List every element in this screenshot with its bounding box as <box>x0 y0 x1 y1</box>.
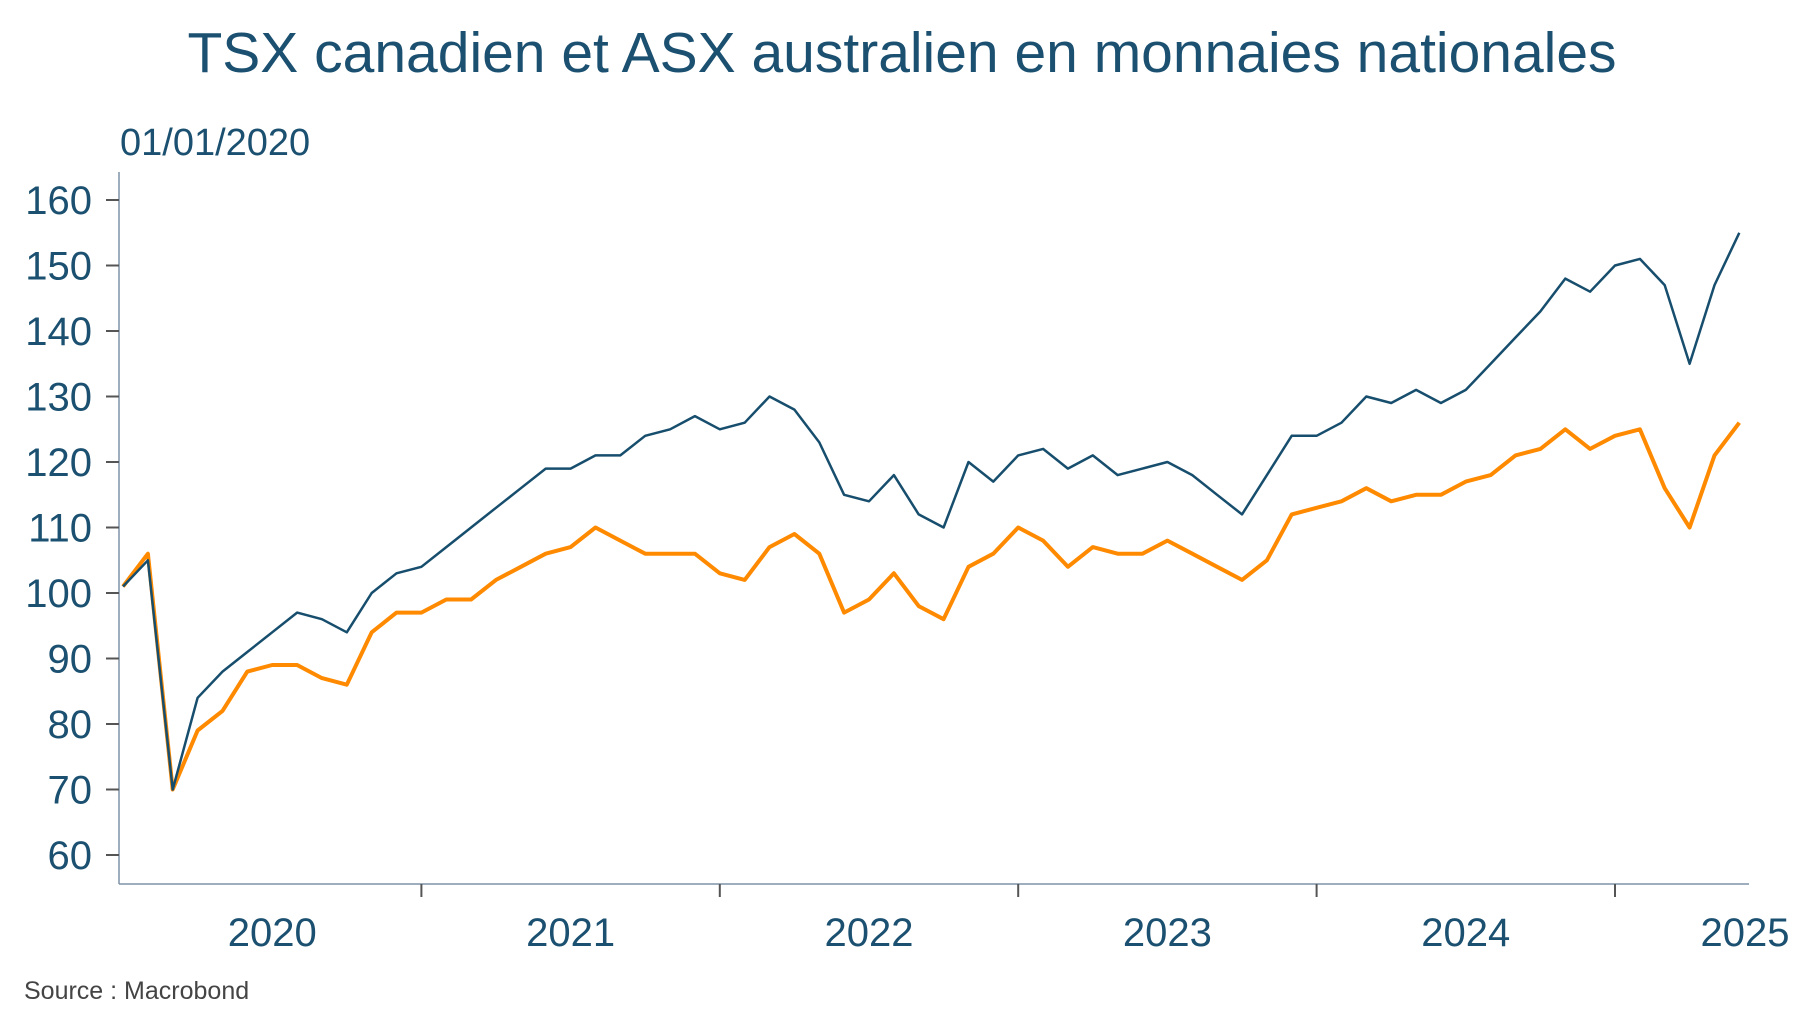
series-lines <box>121 232 1741 792</box>
x-tick-label: 2022 <box>825 911 914 955</box>
chart-subtitle: 01/01/2020 <box>120 122 310 164</box>
series-line-asx <box>121 421 1741 792</box>
x-axis: 2020 2021 2022 2023 2024 2025 <box>119 883 1790 955</box>
y-axis: 60 70 80 90 100 110 120 130 140 150 160 <box>25 172 120 884</box>
chart-title: TSX canadien et ASX australien en monnai… <box>187 21 1616 85</box>
y-tick-label: 110 <box>28 507 92 551</box>
x-tick-label: 2025 <box>1701 911 1790 955</box>
x-tick-label: 2021 <box>526 911 615 955</box>
y-tick-label: 130 <box>25 376 92 420</box>
y-tick-label: 60 <box>48 834 93 878</box>
y-tick-label: 150 <box>25 245 92 289</box>
y-tick-label: 80 <box>48 703 93 747</box>
y-tick-label: 120 <box>25 441 92 485</box>
y-tick-label: 160 <box>25 179 92 223</box>
x-tick-label: 2024 <box>1421 911 1510 955</box>
y-tick-label: 90 <box>48 638 93 682</box>
series-line-tsx <box>122 232 1741 791</box>
y-tick-label: 140 <box>25 310 92 354</box>
x-tick-label: 2023 <box>1123 911 1212 955</box>
y-tick-label: 100 <box>25 572 92 616</box>
source-note: Source : Macrobond <box>24 977 249 1005</box>
y-tick-label: 70 <box>48 769 93 813</box>
x-tick-label: 2020 <box>228 911 317 955</box>
